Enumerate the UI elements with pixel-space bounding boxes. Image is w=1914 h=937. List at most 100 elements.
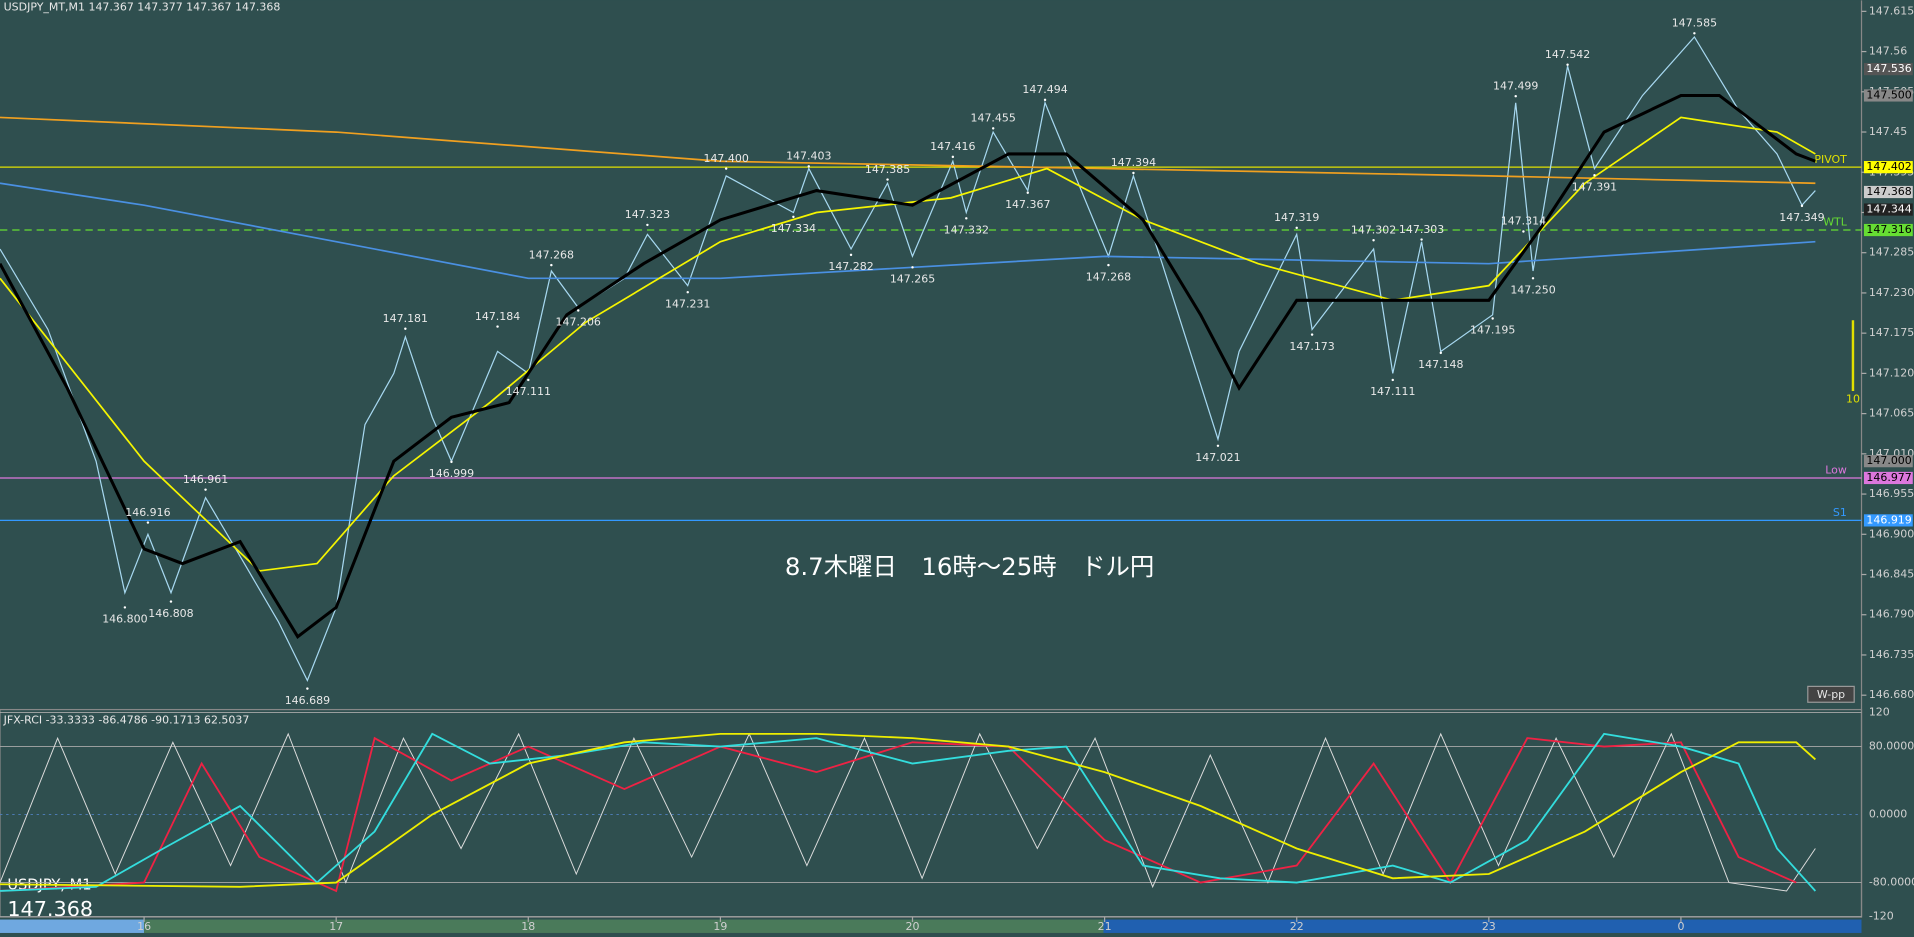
extreme-point	[686, 290, 689, 294]
extreme-label: 147.455	[971, 112, 1016, 125]
extreme-point	[991, 127, 995, 130]
price-tag-label: 146.919	[1866, 513, 1911, 526]
series-line	[0, 182, 1816, 280]
extreme-label: 147.314	[1501, 215, 1546, 228]
extreme-label: 146.961	[183, 473, 228, 486]
extreme-point	[1491, 317, 1494, 320]
x-tick-label: 20	[906, 920, 920, 933]
extreme-point	[577, 309, 580, 312]
button[interactable]	[1807, 685, 1855, 703]
y-tick-label: 147.56	[1869, 45, 1907, 58]
extreme-label: 147.195	[1470, 324, 1515, 337]
extreme-label: 147.349	[1779, 211, 1824, 224]
extreme-label: 147.400	[703, 152, 748, 165]
extreme-label: 147.231	[665, 297, 710, 310]
x-tick-label: 18	[521, 920, 535, 933]
extreme-label: 147.332	[944, 224, 989, 237]
extreme-label: 147.148	[1418, 358, 1463, 371]
price-tag-label: 146.977	[1866, 471, 1911, 484]
extreme-label: 147.268	[529, 248, 574, 261]
price-tag	[1863, 455, 1913, 468]
extreme-label: 146.808	[148, 607, 193, 620]
series-line	[0, 732, 1816, 888]
extreme-label: 147.494	[1022, 83, 1067, 96]
x-tick-label: 22	[1290, 920, 1304, 933]
extreme-label: 146.999	[429, 467, 474, 480]
session-bar	[0, 919, 145, 933]
series-line	[0, 93, 1816, 639]
price-tag	[1863, 161, 1913, 174]
annotation: 8.7木曜日 16時～25時 ドル円	[785, 552, 1154, 581]
series-line	[0, 116, 1816, 572]
y-tick-label: 120	[1869, 706, 1890, 719]
extreme-point	[1107, 263, 1110, 267]
extreme-point	[123, 606, 127, 609]
price-tag	[1863, 471, 1913, 485]
price-tag-label: 147.368	[1866, 185, 1911, 198]
price-tag-label: 147.402	[1866, 160, 1911, 173]
x-tick-label: 17	[329, 920, 343, 933]
extreme-label: 147.385	[865, 163, 910, 176]
extreme-label: 147.403	[786, 150, 831, 163]
series-line	[0, 732, 1816, 892]
extreme-point	[1391, 378, 1394, 382]
extreme-point	[404, 327, 407, 330]
extreme-point	[146, 521, 150, 524]
price-tag	[1863, 203, 1913, 216]
extreme-label: 147.173	[1289, 340, 1334, 353]
extreme-label: 147.206	[556, 316, 601, 329]
extreme-label: 147.302	[1351, 224, 1396, 237]
extreme-point	[646, 223, 649, 227]
extreme-label: 146.800	[102, 613, 147, 626]
extreme-label: 147.367	[1005, 198, 1050, 211]
y-tick-label: 147.230	[1869, 286, 1914, 299]
extreme-point	[169, 600, 173, 603]
extreme-point	[1693, 32, 1696, 35]
scale-label: 10	[1846, 393, 1860, 406]
y-tick-label: 147.615	[1869, 4, 1914, 17]
x-tick-label: 16	[137, 920, 151, 933]
y-tick-label: 146.955	[1869, 487, 1914, 500]
rci-header: JFX-RCI -33.3333 -86.4786 -90.1713 62.50…	[3, 714, 250, 727]
extreme-label: 146.916	[125, 506, 170, 519]
extreme-label: 147.391	[1572, 180, 1617, 193]
y-tick-label: -120	[1869, 910, 1894, 923]
extreme-point	[306, 687, 309, 690]
extreme-label: 147.499	[1493, 79, 1538, 92]
series-line	[0, 732, 1817, 892]
y-tick-label: 147.175	[1869, 326, 1914, 339]
extreme-label: 147.111	[506, 385, 551, 398]
session-bar	[1103, 919, 1862, 933]
extreme-point	[550, 263, 553, 267]
extreme-point	[1420, 238, 1423, 241]
y-tick-label: 0.0000	[1869, 808, 1907, 821]
extreme-point	[1593, 173, 1596, 177]
price-tag-label: 147.536	[1866, 62, 1911, 75]
extreme-point	[1216, 444, 1220, 448]
extreme-point	[1522, 230, 1525, 233]
price-tag-label: 147.344	[1866, 203, 1911, 216]
extreme-label: 147.303	[1399, 223, 1444, 236]
button-label[interactable]: W-pp	[1817, 688, 1845, 701]
extreme-point	[724, 167, 728, 170]
x-tick-label: 21	[1098, 920, 1112, 933]
level-label: Low	[1825, 464, 1847, 477]
session-bar	[144, 919, 1104, 933]
extreme-point	[527, 378, 530, 382]
y-tick-label: 80.0000	[1869, 740, 1914, 753]
price-tag	[1863, 514, 1913, 527]
y-tick-label: 146.790	[1869, 608, 1914, 621]
extreme-label: 147.265	[890, 273, 935, 286]
level-label: PIVOT	[1814, 153, 1847, 166]
extreme-label: 147.250	[1510, 284, 1555, 297]
extreme-point	[911, 266, 914, 269]
extreme-point	[886, 178, 889, 181]
extreme-point	[965, 217, 968, 220]
extreme-label: 147.323	[625, 208, 670, 221]
extreme-label: 147.021	[1195, 451, 1240, 464]
price-tag	[1863, 89, 1913, 102]
y-tick-label: 147.285	[1869, 246, 1914, 259]
extreme-label: 147.416	[930, 140, 975, 153]
extreme-point	[1800, 204, 1804, 208]
extreme-label: 147.111	[1370, 385, 1415, 398]
